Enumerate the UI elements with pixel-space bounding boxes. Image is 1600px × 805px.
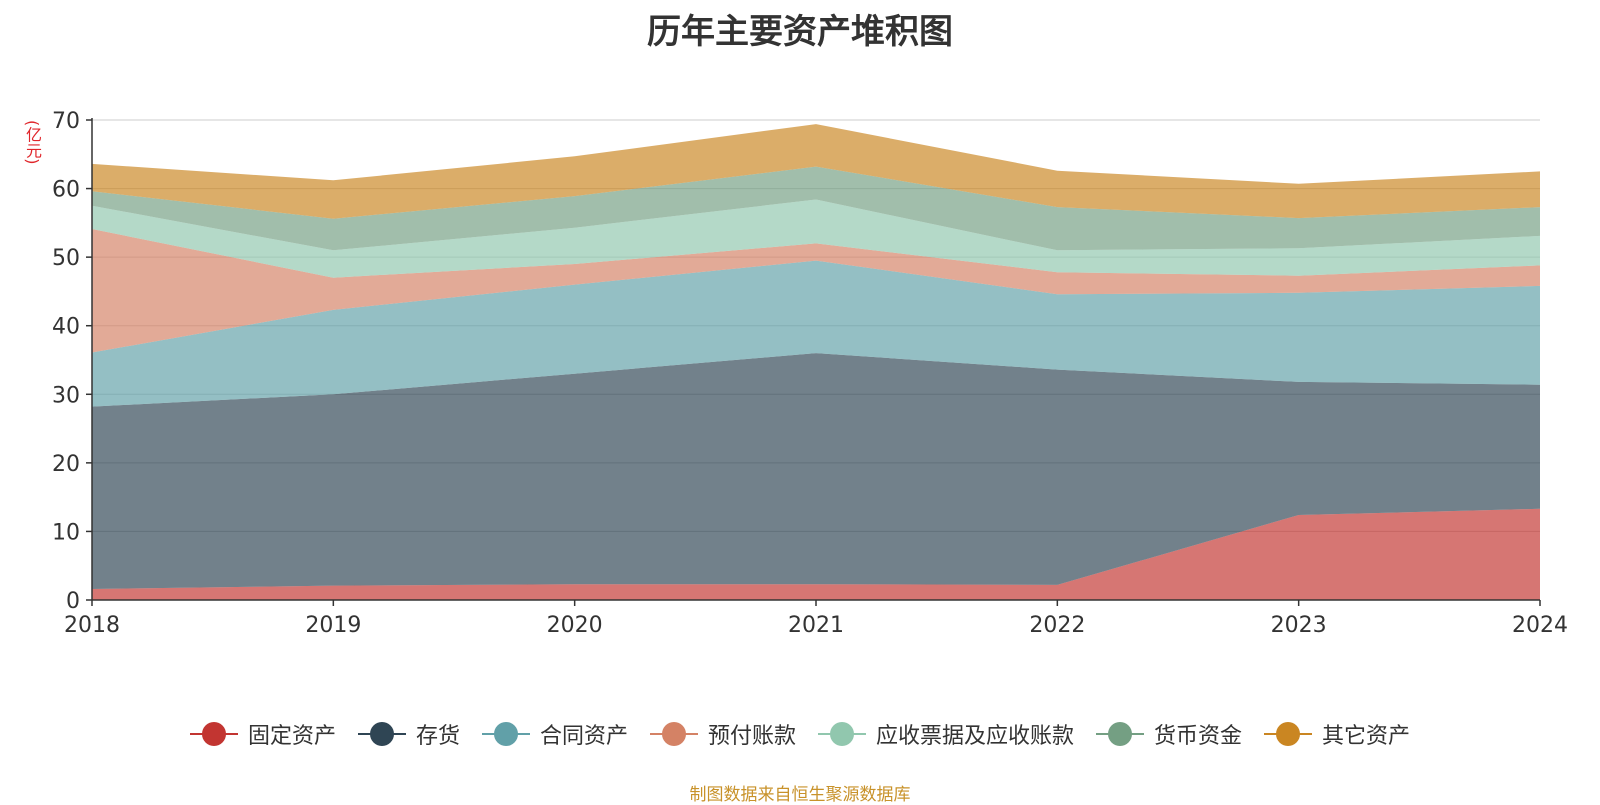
area-series-2 <box>92 260 1540 407</box>
area-series-1 <box>92 353 1540 589</box>
legend-item-1[interactable]: 存货 <box>357 718 460 750</box>
x-tick-label-2018: 2018 <box>64 613 120 638</box>
legend-marker-icon <box>357 722 406 746</box>
legend-marker-icon <box>649 722 698 746</box>
y-tick-label-20: 20 <box>52 452 80 477</box>
x-tick-label-2022: 2022 <box>1029 613 1085 638</box>
area-series-0 <box>92 508 1540 600</box>
y-axis-unit-label: (亿元) <box>23 120 42 165</box>
legend-item-2[interactable]: 合同资产 <box>481 718 628 750</box>
legend-marker-icon <box>1096 722 1145 746</box>
legend-label: 存货 <box>415 724 460 749</box>
legend-label: 合同资产 <box>539 724 628 749</box>
stacked-area-chart: 0 10 20 30 40 50 60 70 2018 2019 2020 2021 2022 2023 2… <box>52 109 1568 638</box>
area-series-6 <box>92 124 1540 219</box>
x-tick-label-2019: 2019 <box>305 613 361 638</box>
y-tick-label-30: 30 <box>52 383 80 408</box>
legend-label: 其它资产 <box>1322 724 1411 749</box>
legend-marker-icon <box>481 722 530 746</box>
legend-label: 货币资金 <box>1154 724 1243 749</box>
legend-label: 应收票据及应收账款 <box>876 724 1075 749</box>
x-tick-label-2023: 2023 <box>1271 613 1327 638</box>
y-tick-label-70: 70 <box>52 109 80 134</box>
legend-label: 预付账款 <box>707 724 796 749</box>
x-tick-label-2021: 2021 <box>788 613 844 638</box>
chart-title: 历年主要资产堆积图 <box>647 12 953 52</box>
area-series-4 <box>92 199 1540 278</box>
legend-item-6[interactable]: 其它资产 <box>1264 718 1410 750</box>
area-series-3 <box>92 229 1540 353</box>
area-series-5 <box>92 166 1540 251</box>
data-source-note: 制图数据来自恒生聚源数据库 <box>689 785 911 805</box>
x-tick-label-2024: 2024 <box>1512 613 1568 638</box>
legend-marker-icon <box>189 722 238 746</box>
legend-item-3[interactable]: 预付账款 <box>649 718 796 750</box>
legend-item-0[interactable]: 固定资产 <box>189 718 336 750</box>
legend: 固定资产 存货 合同资产 预付账款 应收票据及应收账款 货币资金 其它资产 <box>0 718 1600 750</box>
y-tick-label-40: 40 <box>52 315 80 340</box>
legend-label: 固定资产 <box>247 724 336 749</box>
legend-item-5[interactable]: 货币资金 <box>1096 718 1242 750</box>
y-tick-label-10: 10 <box>52 520 80 545</box>
x-tick-label-2020: 2020 <box>547 613 603 638</box>
y-tick-label-50: 50 <box>52 246 80 271</box>
legend-marker-icon <box>818 722 866 746</box>
axes: 0 10 20 30 40 50 60 70 2018 2019 2020 2021 2022 2023 2… <box>52 109 1568 638</box>
y-tick-label-0: 0 <box>66 589 80 614</box>
y-tick-label-60: 60 <box>52 178 80 203</box>
area-series <box>92 124 1540 600</box>
legend-item-4[interactable]: 应收票据及应收账款 <box>818 718 1074 750</box>
legend-marker-icon <box>1264 722 1313 746</box>
